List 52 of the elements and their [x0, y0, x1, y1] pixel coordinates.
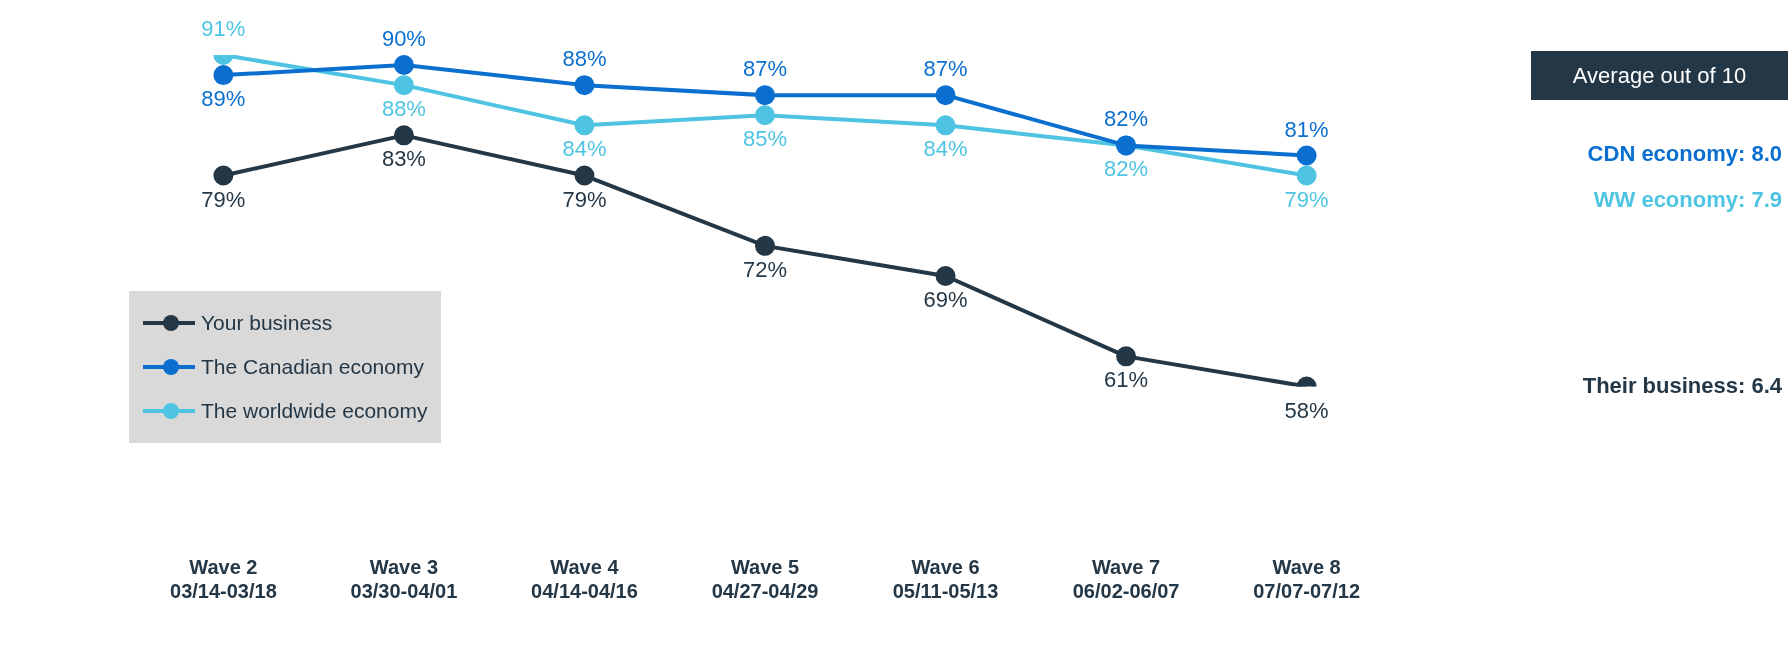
data-label: 87% [923, 56, 968, 82]
data-label: 88% [562, 46, 607, 72]
text: Average out of 10 [1531, 51, 1788, 100]
point [935, 85, 956, 106]
text: WW economy: 7.9 [1593, 187, 1782, 214]
point [393, 125, 414, 146]
point [755, 105, 775, 126]
data-label: 84% [923, 136, 968, 162]
point [574, 75, 595, 96]
data-label: 82% [1104, 106, 1149, 132]
point [1296, 145, 1317, 166]
point [393, 55, 414, 76]
legend-label: The worldwide economy [201, 399, 428, 423]
text: Their business: 6.4 [1582, 372, 1782, 399]
point [393, 75, 414, 96]
data-label: 84% [562, 136, 607, 162]
legend-label: The Canadian economy [201, 355, 424, 379]
text: CDN economy: 8.0 [1587, 141, 1782, 168]
point [213, 165, 234, 186]
x-tick-label: Wave 8 07/07-07/12 [1253, 556, 1360, 603]
data-label: 79% [201, 186, 246, 212]
data-label: 72% [742, 256, 788, 282]
x-tick-label: Wave 7 06/02-06/07 [1072, 556, 1180, 603]
data-label: 81% [1284, 116, 1329, 142]
point [1296, 165, 1317, 186]
point [213, 65, 234, 86]
point [935, 115, 956, 136]
x-tick-label: Wave 4 04/14-04/16 [531, 556, 638, 603]
point [935, 266, 956, 286]
x-tick-label: Wave 3 03/30-04/01 [350, 556, 458, 603]
point [1116, 346, 1137, 367]
data-label: 83% [381, 146, 426, 172]
data-label: 69% [923, 287, 968, 313]
x-tick-label: Wave 5 04/27-04/29 [711, 556, 819, 603]
legend-label: Your business [201, 311, 333, 335]
data-label: 82% [1104, 156, 1149, 182]
data-label: 91% [201, 16, 246, 42]
data-label: 61% [1104, 367, 1149, 393]
point [755, 85, 775, 106]
data-label: 58% [1284, 397, 1329, 423]
point [574, 165, 595, 186]
data-label: 79% [1284, 186, 1329, 212]
point [574, 115, 595, 136]
data-label: 90% [381, 26, 426, 52]
data-label: 89% [201, 86, 246, 112]
point [755, 235, 775, 256]
x-tick-label: Wave 2 03/14-03/18 [170, 556, 277, 603]
x-tick-label: Wave 6 05/11-05/13 [892, 556, 999, 603]
data-label: 85% [742, 126, 788, 152]
data-label: 88% [381, 96, 426, 122]
data-label: 79% [562, 186, 607, 212]
data-label: 87% [742, 56, 788, 82]
